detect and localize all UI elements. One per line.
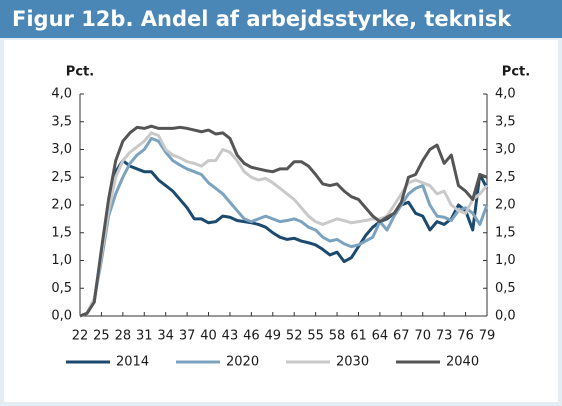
x-tick-label: 61 [350, 329, 367, 344]
line-series [79, 159, 489, 318]
y-tick-label: 2,5 [51, 170, 72, 185]
line-series [79, 124, 488, 318]
y2-tick-label: 4,0 [495, 87, 516, 102]
y-tick-label: 1,5 [51, 225, 72, 240]
y2-tick-label: 1,5 [495, 225, 516, 240]
legend-label: 2020 [226, 355, 259, 370]
title-bar [0, 0, 562, 38]
x-tick-label: 43 [222, 329, 239, 344]
x-tick-label: 76 [457, 329, 474, 344]
x-tick-label: 31 [136, 329, 153, 344]
x-tick-label: 37 [179, 329, 196, 344]
x-tick-label: 58 [329, 329, 346, 344]
x-tick-label: 64 [372, 329, 389, 344]
line-series [79, 131, 489, 318]
x-tick-label: 28 [115, 329, 132, 344]
y2-tick-label: 2,0 [495, 198, 516, 213]
y2-tick-label: 0,0 [495, 309, 516, 324]
x-tick-label: 52 [286, 329, 303, 344]
x-tick-label: 55 [307, 329, 324, 344]
y2-tick-label: 1,0 [495, 253, 516, 268]
y-axis-label: Pct. [66, 65, 94, 80]
x-tick-label: 73 [436, 329, 453, 344]
x-tick-label: 22 [72, 329, 89, 344]
y-tick-label: 0,0 [51, 309, 72, 324]
x-tick-label: 67 [393, 329, 410, 344]
line-series [79, 136, 489, 318]
y2-tick-label: 3,0 [495, 142, 516, 157]
y2-tick-label: 2,5 [495, 170, 516, 185]
x-tick-label: 40 [200, 329, 217, 344]
chart-title: Figur 12b. Andel af arbejdsstyrke, tekni… [12, 7, 512, 31]
legend-label: 2014 [116, 355, 149, 370]
y2-tick-label: 0,5 [495, 281, 516, 296]
x-tick-label: 70 [414, 329, 431, 344]
x-tick-label: 49 [265, 329, 282, 344]
y-tick-label: 4,0 [51, 87, 72, 102]
x-tick-label: 79 [479, 329, 496, 344]
y2-axis-label: Pct. [502, 65, 530, 80]
y2-tick-label: 3,5 [495, 114, 516, 129]
legend-label: 2030 [336, 355, 369, 370]
x-tick-label: 25 [93, 329, 110, 344]
x-tick-label: 34 [157, 329, 174, 344]
legend-label: 2040 [446, 355, 479, 370]
y-tick-label: 0,5 [51, 281, 72, 296]
y-tick-label: 2,0 [51, 198, 72, 213]
x-tick-label: 46 [243, 329, 260, 344]
y-tick-label: 3,5 [51, 114, 72, 129]
y-tick-label: 3,0 [51, 142, 72, 157]
y-tick-label: 1,0 [51, 253, 72, 268]
